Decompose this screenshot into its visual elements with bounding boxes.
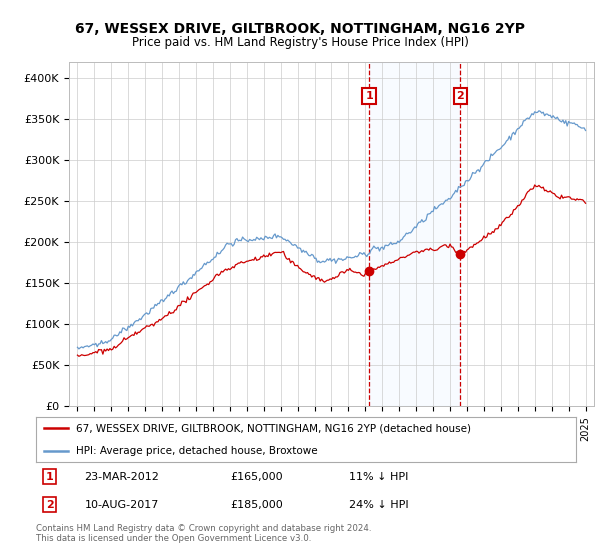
- Text: £185,000: £185,000: [230, 500, 283, 510]
- Text: 24% ↓ HPI: 24% ↓ HPI: [349, 500, 409, 510]
- Text: 11% ↓ HPI: 11% ↓ HPI: [349, 472, 409, 482]
- Text: 2: 2: [46, 500, 53, 510]
- Text: 10-AUG-2017: 10-AUG-2017: [85, 500, 159, 510]
- Text: 23-MAR-2012: 23-MAR-2012: [85, 472, 160, 482]
- Text: 1: 1: [46, 472, 53, 482]
- Bar: [369, 62, 460, 406]
- Text: Contains HM Land Registry data © Crown copyright and database right 2024.
This d: Contains HM Land Registry data © Crown c…: [36, 524, 371, 543]
- Text: HPI: Average price, detached house, Broxtowe: HPI: Average price, detached house, Brox…: [77, 446, 318, 456]
- Text: 1: 1: [365, 91, 373, 101]
- Text: 67, WESSEX DRIVE, GILTBROOK, NOTTINGHAM, NG16 2YP: 67, WESSEX DRIVE, GILTBROOK, NOTTINGHAM,…: [75, 22, 525, 36]
- Text: 67, WESSEX DRIVE, GILTBROOK, NOTTINGHAM, NG16 2YP (detached house): 67, WESSEX DRIVE, GILTBROOK, NOTTINGHAM,…: [77, 423, 472, 433]
- Text: Price paid vs. HM Land Registry's House Price Index (HPI): Price paid vs. HM Land Registry's House …: [131, 36, 469, 49]
- Text: 2: 2: [457, 91, 464, 101]
- Text: £165,000: £165,000: [230, 472, 283, 482]
